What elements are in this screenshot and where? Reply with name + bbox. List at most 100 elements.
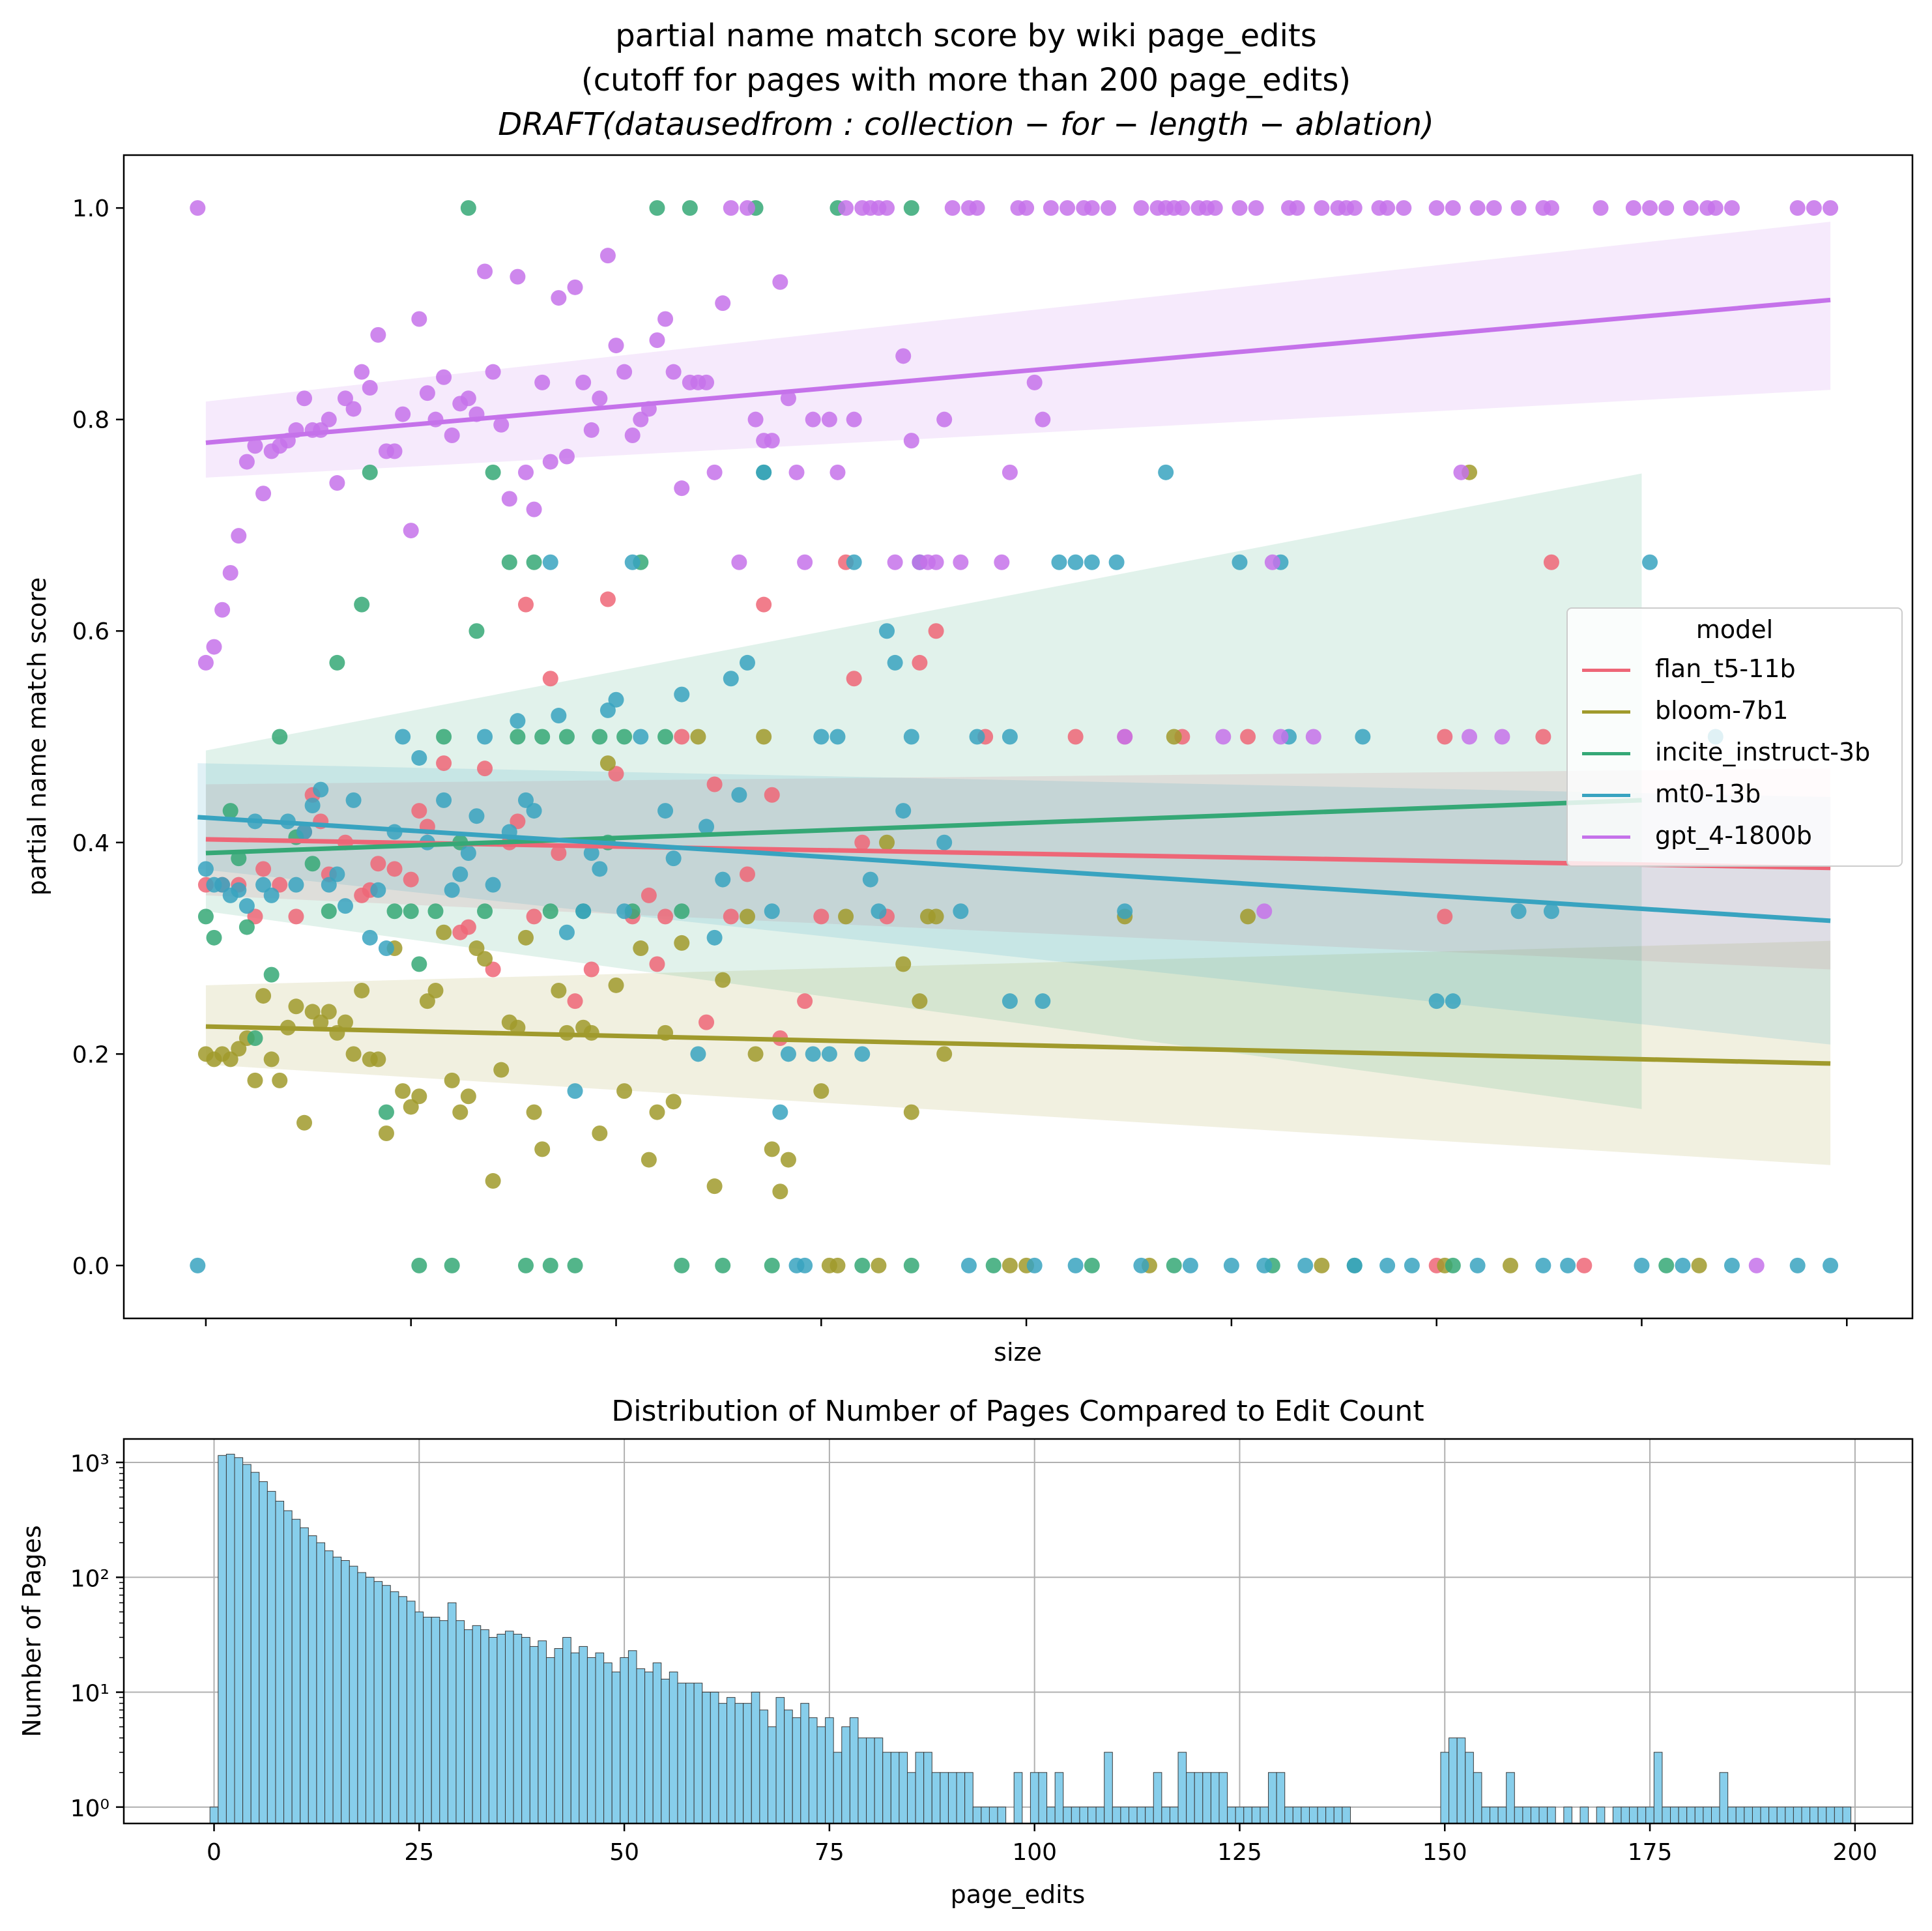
histogram-bar bbox=[291, 1518, 301, 1824]
point-gpt_4-1800b bbox=[1379, 200, 1396, 216]
point-gpt_4-1800b bbox=[674, 480, 690, 497]
point-bloom-7b1 bbox=[452, 1104, 469, 1120]
point-mt0-13b bbox=[551, 708, 567, 724]
point-gpt_4-1800b bbox=[969, 200, 985, 216]
point-mt0-13b bbox=[690, 1046, 706, 1062]
point-gpt_4-1800b bbox=[395, 406, 411, 422]
histogram-bar bbox=[702, 1692, 711, 1824]
histogram-bar bbox=[1153, 1772, 1162, 1824]
point-mt0-13b bbox=[1445, 993, 1461, 1009]
point-bloom-7b1 bbox=[592, 1125, 608, 1142]
regression-scatter-chart: 0.0 0.2 0.4 0.6 0.8 1.0 size partial name mat… bbox=[23, 154, 1914, 1367]
point-gpt_4-1800b bbox=[1207, 200, 1223, 216]
histogram-chart: 10⁰ 10¹ 10² 10³ 0 25 50 75 100 125 150 175 200 Dist… bbox=[18, 1395, 1914, 1909]
point-mt0-13b bbox=[362, 929, 378, 946]
point-bloom-7b1 bbox=[895, 956, 912, 972]
point-bloom-7b1 bbox=[304, 1004, 321, 1020]
histogram-bar bbox=[439, 1620, 448, 1824]
histogram-bar bbox=[644, 1672, 654, 1824]
point-bloom-7b1 bbox=[665, 1094, 682, 1110]
point-incite_instruct-3b bbox=[485, 464, 501, 480]
point-gpt_4-1800b bbox=[1494, 729, 1510, 745]
histogram-bar bbox=[1276, 1772, 1286, 1824]
histogram-y-ticks: 10⁰ 10¹ 10² 10³ bbox=[70, 1451, 124, 1822]
point-incite_instruct-3b bbox=[469, 623, 485, 639]
histogram-bar bbox=[595, 1652, 605, 1824]
point-gpt_4-1800b bbox=[255, 486, 272, 502]
histogram-bar bbox=[1071, 1807, 1080, 1824]
histogram-bar bbox=[677, 1683, 687, 1824]
histogram-bar bbox=[1301, 1807, 1310, 1824]
histogram-title: Distribution of Number of Pages Compared… bbox=[611, 1395, 1424, 1428]
histogram-bar bbox=[1760, 1807, 1770, 1824]
histogram-bar bbox=[579, 1646, 588, 1824]
point-mt0-13b bbox=[936, 834, 953, 850]
y-tick-label: 0.8 bbox=[72, 407, 109, 434]
y-axis-ticks: 0.0 0.2 0.4 0.6 0.8 1.0 bbox=[72, 196, 124, 1280]
histogram-bar bbox=[1079, 1807, 1089, 1824]
histogram-bar bbox=[710, 1692, 719, 1824]
point-gpt_4-1800b bbox=[706, 464, 723, 480]
point-mt0-13b bbox=[558, 924, 575, 940]
histogram-bar bbox=[267, 1490, 276, 1824]
point-bloom-7b1 bbox=[1503, 1257, 1519, 1273]
histogram-bar bbox=[956, 1772, 966, 1824]
point-mt0-13b bbox=[444, 882, 460, 898]
point-mt0-13b bbox=[477, 729, 493, 745]
point-gpt_4-1800b bbox=[805, 411, 821, 428]
histogram-bar bbox=[759, 1709, 768, 1824]
point-gpt_4-1800b bbox=[780, 390, 796, 407]
histogram-bar bbox=[398, 1596, 407, 1824]
ci-band-mt0-13b bbox=[197, 763, 1831, 1045]
histogram-bar bbox=[972, 1807, 982, 1824]
point-gpt_4-1800b bbox=[444, 428, 460, 444]
point-mt0-13b bbox=[517, 792, 534, 808]
point-gpt_4-1800b bbox=[1117, 729, 1133, 745]
histogram-bar bbox=[1054, 1772, 1064, 1824]
point-mt0-13b bbox=[263, 887, 280, 903]
point-incite_instruct-3b bbox=[674, 1257, 690, 1273]
histogram-bar bbox=[611, 1672, 621, 1824]
histogram-bar bbox=[1637, 1807, 1647, 1824]
figure-title-line-1: partial name match score by wiki page_ed… bbox=[615, 18, 1317, 54]
point-flan_t5-11b bbox=[608, 766, 624, 782]
histogram-bar bbox=[1793, 1807, 1802, 1824]
point-gpt_4-1800b bbox=[386, 443, 403, 459]
regression-line-gpt_4-1800b bbox=[205, 297, 1831, 445]
histogram-bar bbox=[505, 1631, 514, 1824]
histogram-x-axis-label: page_edits bbox=[951, 1880, 1086, 1909]
point-gpt_4-1800b bbox=[895, 348, 912, 364]
point-gpt_4-1800b bbox=[1215, 729, 1232, 745]
point-gpt_4-1800b bbox=[362, 380, 378, 396]
scatter-plot-frame bbox=[123, 154, 1914, 1320]
point-gpt_4-1800b bbox=[1133, 200, 1149, 216]
point-gpt_4-1800b bbox=[1707, 200, 1723, 216]
point-mt0-13b bbox=[1051, 554, 1067, 570]
point-bloom-7b1 bbox=[756, 729, 772, 745]
histogram-bar bbox=[775, 1697, 785, 1824]
x-tick-label: 150 bbox=[1422, 1839, 1467, 1866]
point-flan_t5-11b bbox=[699, 1014, 715, 1030]
histogram-bar bbox=[332, 1556, 342, 1824]
point-gpt_4-1800b bbox=[1346, 200, 1362, 216]
point-incite_instruct-3b bbox=[378, 1104, 394, 1120]
point-mt0-13b bbox=[871, 903, 887, 920]
point-bloom-7b1 bbox=[345, 1046, 362, 1062]
point-mt0-13b bbox=[764, 903, 780, 920]
point-bloom-7b1 bbox=[436, 924, 452, 940]
point-incite_instruct-3b bbox=[542, 903, 558, 920]
point-incite_instruct-3b bbox=[542, 1257, 558, 1273]
point-bloom-7b1 bbox=[903, 1104, 919, 1120]
point-bloom-7b1 bbox=[747, 1046, 764, 1062]
histogram-bar bbox=[1292, 1807, 1302, 1824]
histogram-bar bbox=[431, 1616, 440, 1824]
point-mt0-13b bbox=[1346, 1257, 1362, 1273]
confidence-bands bbox=[197, 222, 1831, 1165]
point-gpt_4-1800b bbox=[772, 274, 788, 290]
point-gpt_4-1800b bbox=[887, 554, 903, 570]
point-flan_t5-11b bbox=[764, 787, 780, 803]
point-mt0-13b bbox=[370, 882, 386, 898]
point-bloom-7b1 bbox=[829, 1257, 846, 1273]
point-gpt_4-1800b bbox=[517, 464, 534, 480]
histogram-bar bbox=[1202, 1772, 1211, 1824]
